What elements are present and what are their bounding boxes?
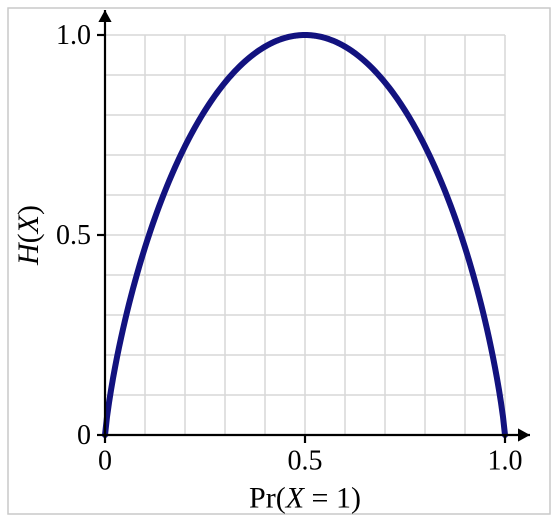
chart-svg: 0 0.5 1.0 0 0.5 1.0 Pr(X = 1) H(X)	[0, 0, 558, 522]
y-tick-label: 0	[77, 420, 91, 451]
x-tick-label: 0.5	[288, 446, 323, 477]
x-axis-label: Pr(X = 1)	[249, 482, 361, 515]
grid	[105, 35, 505, 435]
y-axis-label: H(X)	[12, 205, 45, 266]
x-tick-label: 0	[98, 446, 112, 477]
x-axis-arrow	[518, 428, 530, 441]
x-tick-label: 1.0	[488, 446, 523, 477]
y-tick-label: 0.5	[56, 220, 91, 251]
y-tick-label: 1.0	[56, 20, 91, 51]
entropy-chart: 0 0.5 1.0 0 0.5 1.0 Pr(X = 1) H(X)	[0, 0, 558, 522]
ticks: 0 0.5 1.0 0 0.5 1.0	[56, 20, 523, 477]
y-axis-arrow	[98, 10, 111, 22]
